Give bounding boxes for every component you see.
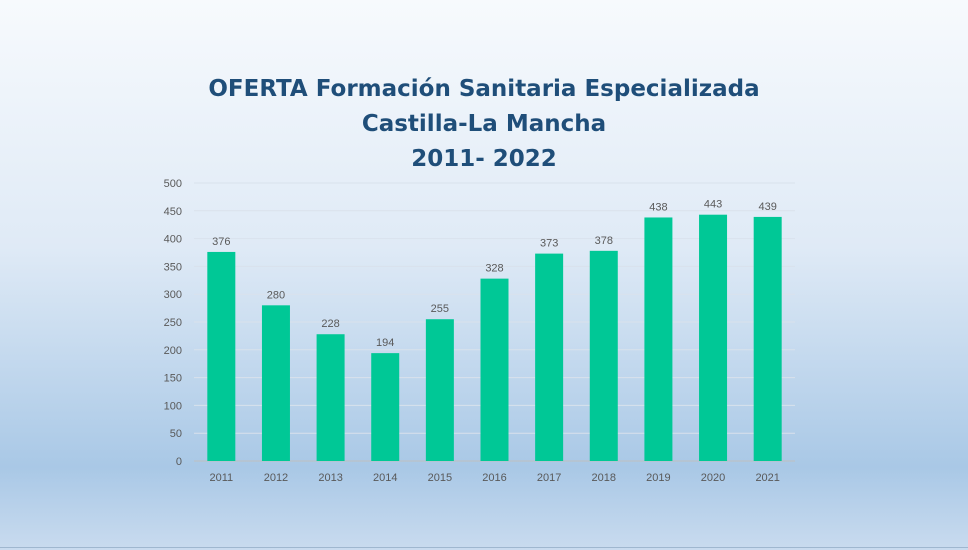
bar xyxy=(207,251,236,461)
data-label: 373 xyxy=(540,238,558,250)
y-tick-label: 150 xyxy=(164,373,182,385)
bar xyxy=(480,278,509,461)
data-label: 439 xyxy=(759,201,777,213)
x-tick-label: 2017 xyxy=(537,472,561,484)
data-labels: 376 280 228 194 255 328 373 378 438 443 439 xyxy=(212,199,777,349)
x-tick-label: 2019 xyxy=(646,472,670,484)
data-label: 438 xyxy=(649,201,667,213)
y-tick-label: 450 xyxy=(164,206,182,218)
y-tick-label: 300 xyxy=(164,289,182,301)
bar xyxy=(371,353,400,461)
data-label: 378 xyxy=(595,235,613,247)
y-axis: 0 50 100 150 200 250 300 350 400 450 500 xyxy=(164,178,182,468)
data-label: 328 xyxy=(485,263,503,275)
chart-title-line-2: Castilla-La Mancha xyxy=(361,111,607,137)
y-tick-label: 500 xyxy=(164,178,182,190)
bar xyxy=(425,319,454,461)
y-tick-label: 200 xyxy=(164,345,182,357)
x-tick-label: 2016 xyxy=(482,472,506,484)
data-label: 443 xyxy=(704,199,722,211)
bar xyxy=(589,250,618,461)
bar xyxy=(261,305,290,461)
data-label: 194 xyxy=(376,337,394,349)
x-tick-label: 2013 xyxy=(318,472,342,484)
y-tick-label: 0 xyxy=(176,456,182,468)
bottom-divider xyxy=(0,547,968,548)
bars xyxy=(207,214,782,461)
y-tick-label: 400 xyxy=(164,234,182,246)
bar xyxy=(644,217,673,461)
x-axis: 2011 2012 2013 2014 2015 2016 2017 2018 2019 2020… xyxy=(209,472,779,484)
data-label: 255 xyxy=(431,303,449,315)
chart-title-line-1: OFERTA Formación Sanitaria Especializada xyxy=(208,76,760,102)
bar xyxy=(535,253,564,461)
x-tick-label: 2020 xyxy=(701,472,725,484)
chart-title: OFERTA Formación Sanitaria Especializada… xyxy=(0,72,968,177)
bar xyxy=(753,216,782,461)
x-tick-label: 2021 xyxy=(755,472,779,484)
x-tick-label: 2012 xyxy=(264,472,288,484)
y-tick-label: 50 xyxy=(170,428,182,440)
data-label: 228 xyxy=(321,318,339,330)
chart-title-line-3: 2011- 2022 xyxy=(411,146,557,172)
y-tick-label: 250 xyxy=(164,317,182,329)
data-label: 376 xyxy=(212,236,230,248)
x-tick-label: 2014 xyxy=(373,472,397,484)
bar xyxy=(316,334,345,461)
y-tick-label: 100 xyxy=(164,400,182,412)
y-tick-label: 350 xyxy=(164,261,182,273)
x-tick-label: 2018 xyxy=(592,472,616,484)
x-tick-label: 2011 xyxy=(209,472,233,484)
bar xyxy=(699,214,728,461)
x-tick-label: 2015 xyxy=(428,472,452,484)
data-label: 280 xyxy=(267,289,285,301)
